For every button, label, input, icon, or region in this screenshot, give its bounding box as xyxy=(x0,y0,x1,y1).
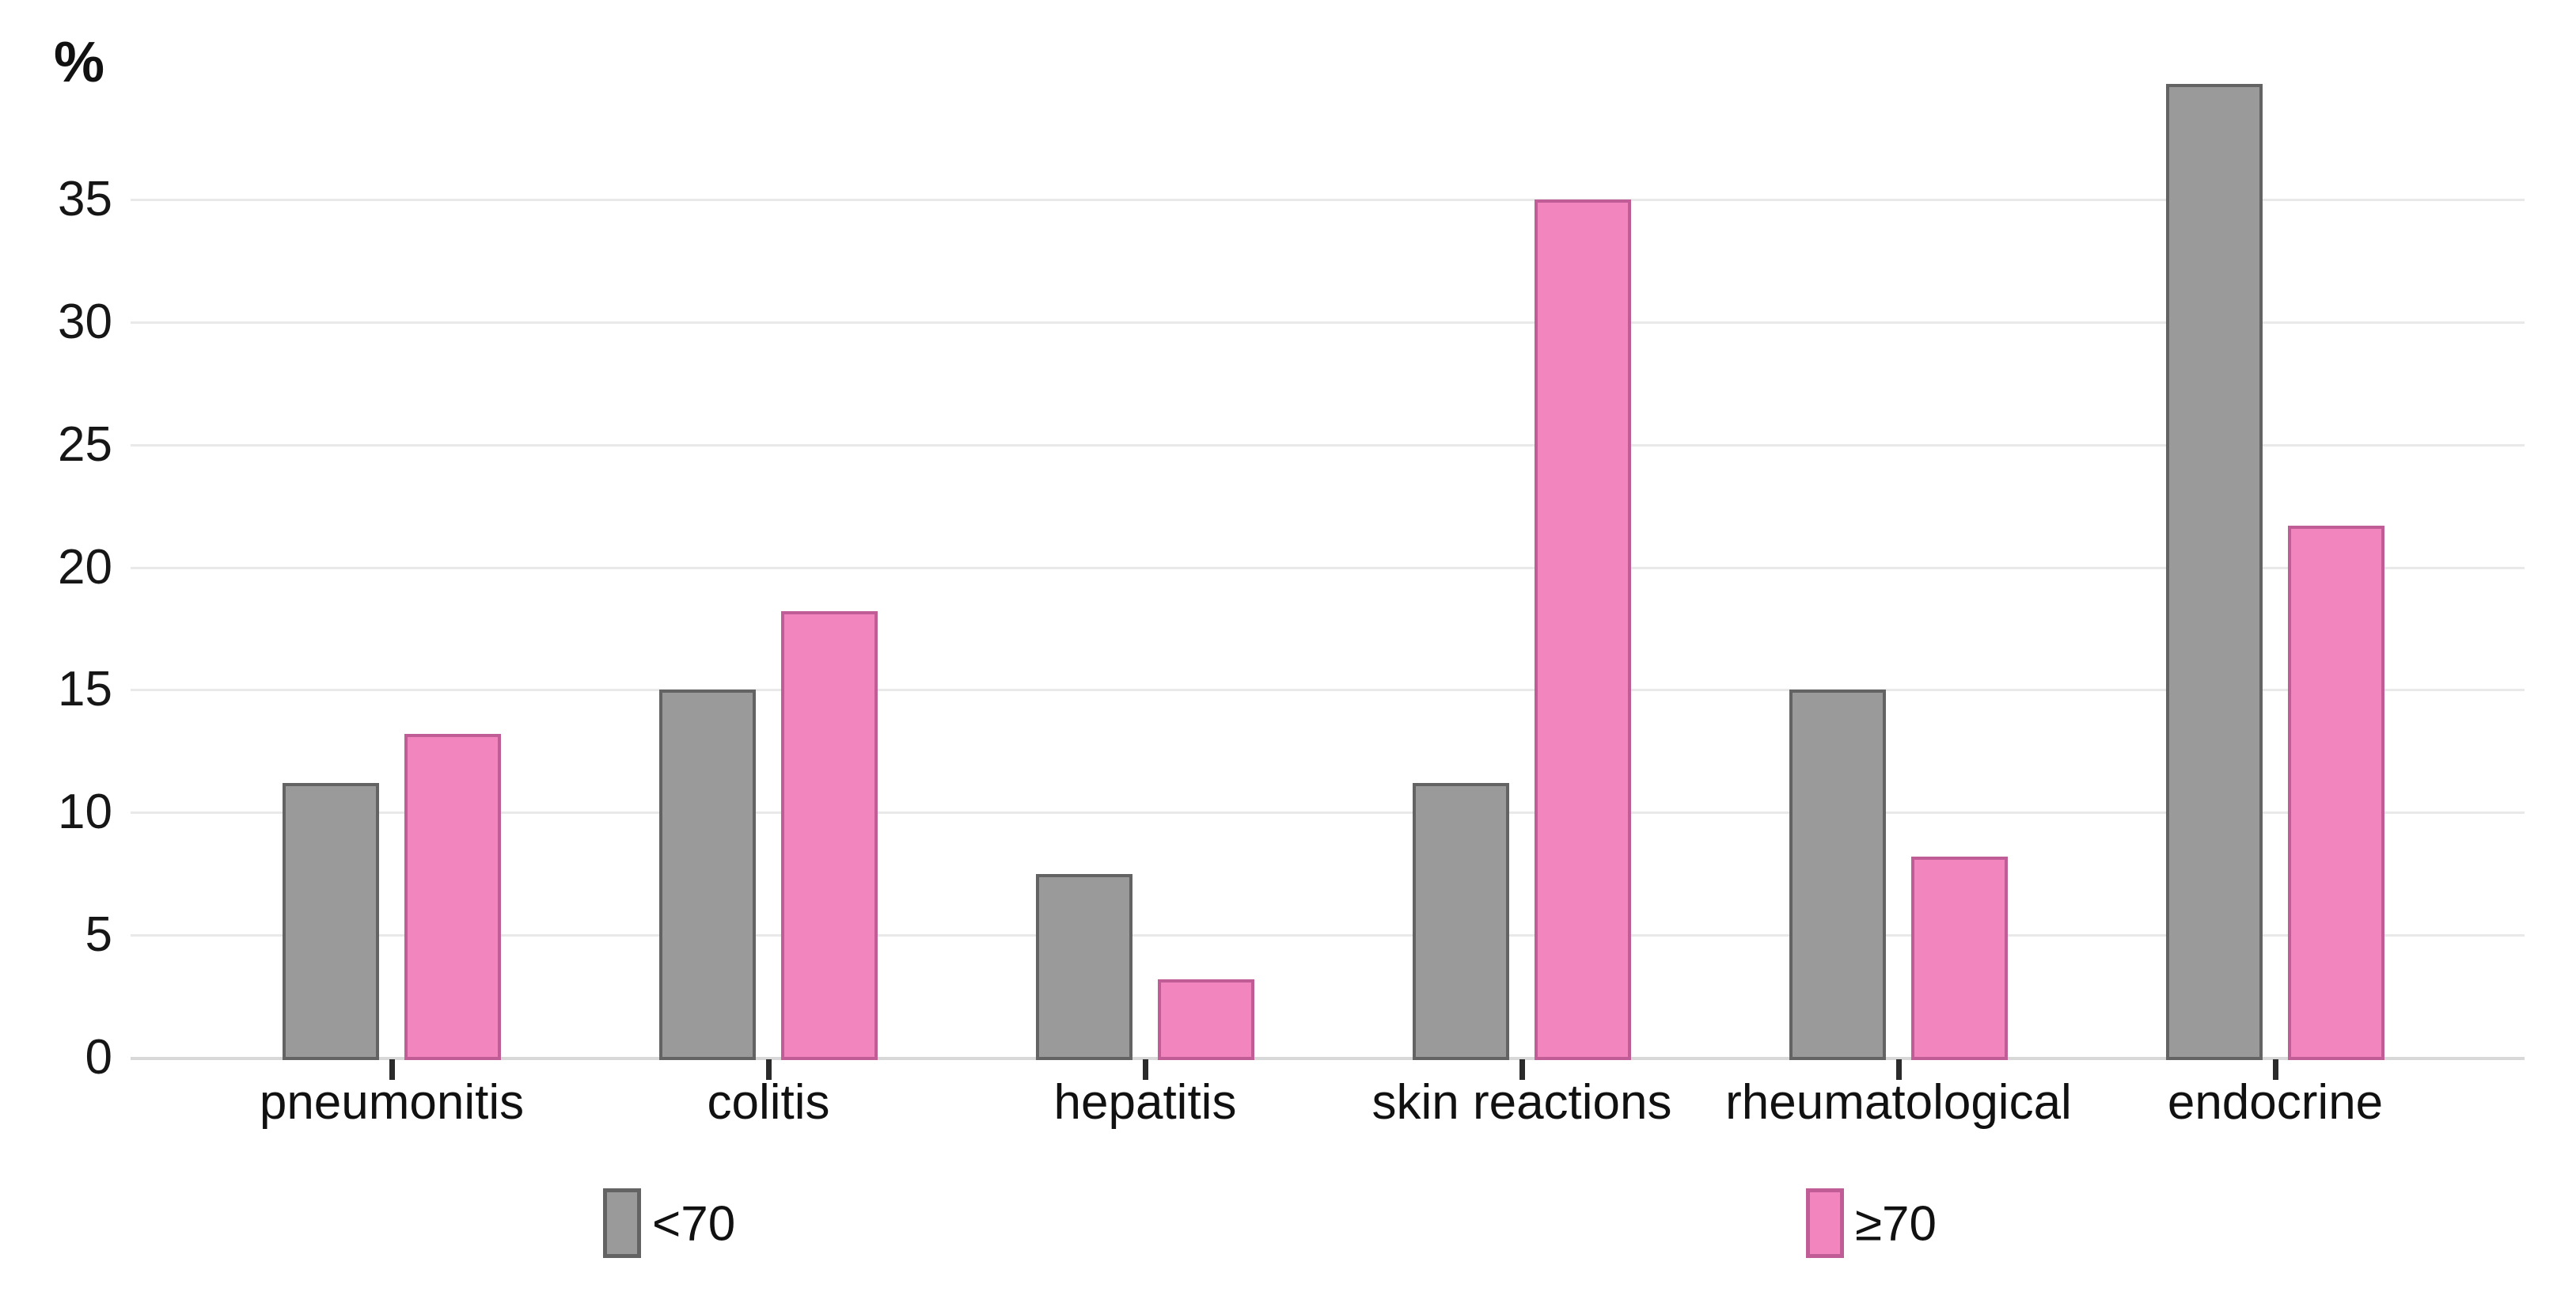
x-tick-hepatitis xyxy=(1143,1059,1148,1080)
bar-lt70-rheumatological xyxy=(1789,690,1886,1060)
legend-label-ge70: ≥70 xyxy=(1855,1196,1937,1252)
bar-lt70-colitis xyxy=(659,690,756,1060)
x-category-label-rheumatological: rheumatological xyxy=(1725,1075,2072,1130)
gridline-5 xyxy=(131,934,2525,937)
x-category-label-hepatitis: hepatitis xyxy=(1053,1075,1237,1130)
x-category-label-colitis: colitis xyxy=(707,1075,830,1130)
y-tick-label-20: 20 xyxy=(58,539,112,595)
gridline-30 xyxy=(131,321,2525,324)
gridline-10 xyxy=(131,811,2525,815)
bar-ge70-colitis xyxy=(781,611,878,1060)
x-tick-pneumonitis xyxy=(389,1059,395,1080)
y-axis-unit-label: % xyxy=(54,31,105,94)
bar-ge70-pneumonitis xyxy=(404,734,501,1060)
y-tick-label-30: 30 xyxy=(58,294,112,349)
y-tick-label-10: 10 xyxy=(58,785,112,840)
y-tick-label-15: 15 xyxy=(58,662,112,717)
x-category-label-endocrine: endocrine xyxy=(2167,1075,2384,1130)
bar-lt70-hepatitis xyxy=(1036,873,1132,1060)
bar-lt70-endocrine xyxy=(2166,84,2263,1060)
bar-ge70-hepatitis xyxy=(1158,979,1254,1060)
x-axis-line xyxy=(131,1057,2525,1060)
bar-lt70-skin-reactions xyxy=(1413,783,1509,1060)
bar-lt70-pneumonitis xyxy=(283,783,379,1060)
legend-swatch-pink xyxy=(1806,1188,1844,1258)
legend-swatch-gray xyxy=(603,1188,641,1258)
bar-ge70-rheumatological xyxy=(1911,857,2008,1060)
x-tick-rheumatological xyxy=(1896,1059,1902,1080)
y-tick-label-5: 5 xyxy=(85,907,112,963)
gridline-25 xyxy=(131,443,2525,447)
gridline-35 xyxy=(131,199,2525,201)
x-tick-skin-reactions xyxy=(1519,1059,1525,1080)
bar-ge70-skin-reactions xyxy=(1535,200,1631,1060)
gridline-15 xyxy=(131,689,2525,692)
x-category-label-pneumonitis: pneumonitis xyxy=(259,1075,525,1130)
y-tick-label-0: 0 xyxy=(85,1030,112,1085)
gridline-20 xyxy=(131,566,2525,569)
y-tick-label-25: 25 xyxy=(58,416,112,472)
legend-label-lt70: <70 xyxy=(652,1196,736,1252)
bar-ge70-endocrine xyxy=(2288,525,2384,1060)
x-tick-colitis xyxy=(766,1059,772,1080)
x-category-label-skin-reactions: skin reactions xyxy=(1371,1075,1672,1130)
x-tick-endocrine xyxy=(2273,1059,2278,1080)
y-tick-label-35: 35 xyxy=(58,172,112,226)
